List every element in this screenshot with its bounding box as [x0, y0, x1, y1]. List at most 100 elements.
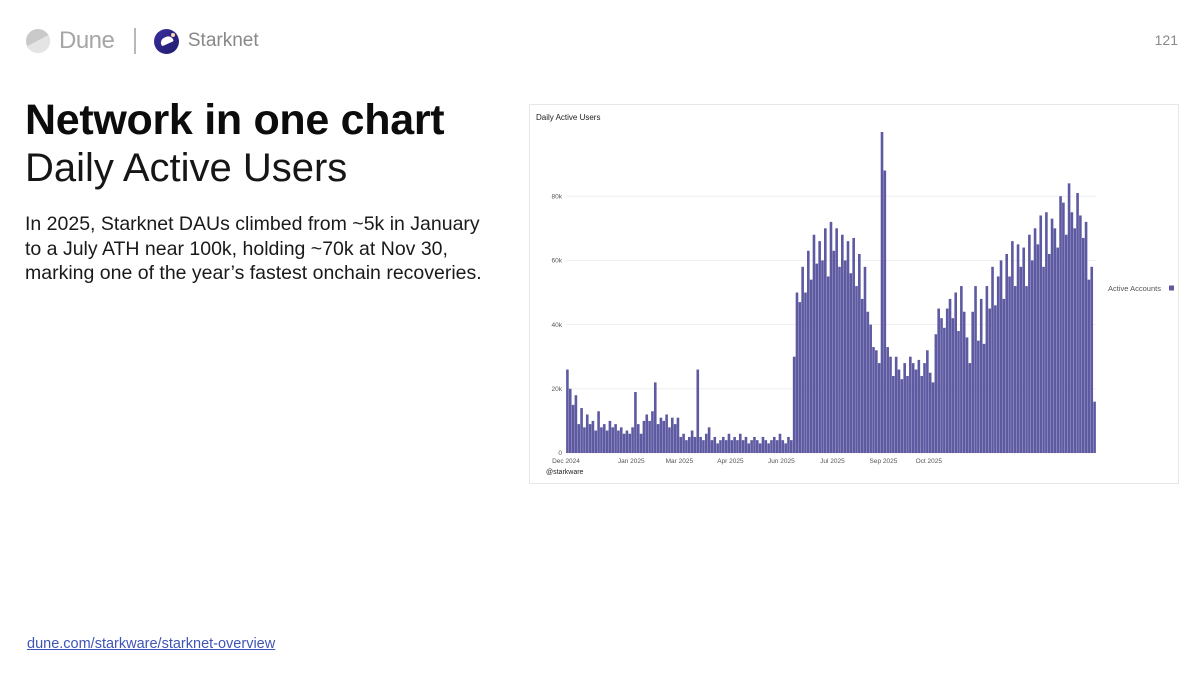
dau-bar	[971, 311, 974, 453]
dau-bar	[962, 311, 966, 453]
dau-bar	[568, 388, 572, 453]
page-number: 121	[1154, 32, 1178, 48]
dau-bar	[659, 417, 663, 453]
dau-bar	[917, 359, 921, 453]
dau-bar	[968, 363, 972, 453]
dau-bar	[877, 363, 881, 453]
dau-bar	[744, 436, 748, 453]
x-axis-ticks: Dec 2024 Jan 2025 Mar 2025 Apr 2025 Jun 2025…	[552, 458, 942, 465]
dau-bar	[679, 436, 683, 453]
dau-bar	[617, 430, 620, 453]
dau-bar	[900, 379, 904, 453]
dau-bar	[787, 436, 790, 453]
dau-bar	[985, 286, 989, 453]
dau-bar	[747, 443, 751, 453]
dau-bar	[1002, 298, 1006, 453]
dau-bar	[812, 234, 816, 453]
dau-bar	[1042, 266, 1045, 453]
dau-bar	[1067, 183, 1071, 454]
dau-bar	[619, 427, 623, 453]
dau-bar	[668, 427, 671, 453]
dau-bar	[696, 369, 700, 453]
dau-bar	[580, 408, 583, 453]
dau-bar	[928, 372, 932, 453]
dau-bar	[631, 427, 634, 453]
dau-bar	[750, 440, 753, 453]
dau-bar	[741, 440, 745, 453]
dau-bar	[710, 440, 714, 453]
x-tick-label: Dec 2024	[552, 458, 580, 465]
dau-bar	[761, 436, 765, 453]
dau-bar	[755, 440, 759, 453]
dau-bar	[818, 241, 821, 453]
dau-bar	[863, 266, 867, 453]
dau-bar	[903, 363, 906, 453]
dau-bar	[699, 436, 702, 453]
x-tick-label: Oct 2025	[916, 458, 943, 465]
chart-legend: Active Accounts	[1108, 284, 1174, 293]
dau-bar	[770, 440, 773, 453]
dau-bar	[957, 331, 960, 453]
dau-bar	[738, 433, 742, 453]
dau-bar	[1033, 228, 1037, 453]
dashboard-link[interactable]: dune.com/starkware/starknet-overview	[27, 636, 276, 652]
dau-bar	[960, 286, 963, 453]
dau-bar	[977, 340, 980, 453]
dau-bar	[588, 424, 592, 453]
dau-bar	[611, 427, 615, 453]
dau-bar	[841, 234, 844, 453]
dau-bar	[1013, 286, 1017, 453]
starknet-logo: Starknet	[153, 28, 259, 54]
dau-bar	[651, 411, 654, 453]
dau-bar	[829, 221, 833, 453]
legend-swatch	[1169, 285, 1174, 291]
dune-logo-text: Dune	[59, 27, 115, 54]
dau-bar	[685, 440, 688, 453]
chart-credit: @starkware	[546, 469, 584, 476]
dau-bar	[872, 347, 875, 453]
dau-bar	[713, 436, 717, 453]
y-tick-label: 80k	[552, 193, 563, 200]
slide-title: Network in one chart	[25, 96, 445, 144]
dau-bar	[585, 414, 589, 453]
dau-bar	[965, 337, 969, 453]
dau-bar	[996, 276, 1000, 453]
logo-divider	[134, 28, 136, 54]
dau-bar	[838, 266, 841, 453]
dau-bar	[869, 324, 872, 453]
dau-bar	[914, 369, 918, 453]
dau-bar	[673, 424, 677, 453]
y-tick-label: 40k	[552, 322, 563, 329]
dau-bar	[826, 276, 830, 453]
dau-bar	[790, 440, 793, 453]
dau-chart: Daily Active Users 0 20k 40k 60k 80k Dec 202…	[536, 113, 1174, 476]
dau-bar	[821, 260, 824, 453]
dau-bar	[979, 298, 983, 453]
dau-bar	[636, 424, 640, 453]
dau-bar	[855, 286, 858, 453]
starknet-logo-text: Starknet	[187, 30, 259, 51]
dau-bar	[897, 369, 901, 453]
summary-line: to a July ATH near 100k, holding ~70k at…	[25, 237, 448, 260]
dau-bar	[880, 132, 884, 453]
dau-bar	[909, 356, 912, 453]
dau-bar	[577, 424, 581, 453]
dau-bar	[602, 424, 606, 453]
dau-bar	[951, 318, 955, 453]
dau-bar	[1064, 234, 1068, 453]
summary-paragraph: In 2025, Starknet DAUs climbed from ~5k …	[25, 212, 495, 286]
dau-bar	[1053, 228, 1057, 453]
dau-chart-card: Daily Active Users 0 20k 40k 60k 80k Dec 202…	[529, 104, 1179, 484]
dau-bar	[795, 292, 799, 453]
dau-bar	[591, 420, 595, 453]
dau-bar	[835, 228, 838, 453]
dau-bar	[991, 266, 994, 453]
dau-bar	[690, 430, 694, 453]
dau-bar	[1087, 279, 1091, 453]
dau-bar	[1022, 247, 1026, 453]
dau-bar	[866, 311, 870, 453]
dau-bar	[767, 443, 770, 453]
dau-bar	[931, 382, 935, 453]
dau-bar	[634, 392, 637, 453]
dune-logo: Dune	[26, 27, 115, 55]
